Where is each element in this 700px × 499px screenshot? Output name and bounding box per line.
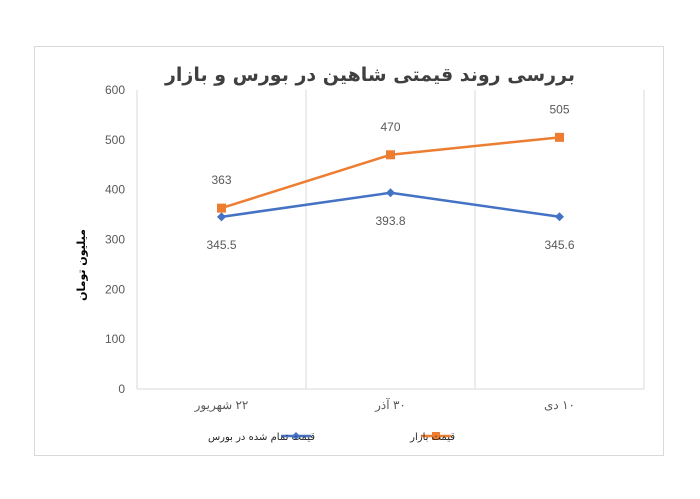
y-tick-label: 600 xyxy=(105,83,125,97)
data-label: 470 xyxy=(380,120,400,134)
legend-marker xyxy=(432,432,440,440)
chart-frame: بررسی روند قیمتی شاهین در بورس و بازار 0… xyxy=(34,46,664,456)
x-tick-label: ۱۰ دی xyxy=(544,398,575,412)
y-tick-label: 100 xyxy=(105,332,125,346)
data-point xyxy=(386,150,395,160)
data-point xyxy=(386,188,395,198)
y-axis-label: میلیون تومان xyxy=(75,229,88,301)
data-point xyxy=(555,132,564,142)
y-tick-label: 300 xyxy=(105,233,125,247)
y-tick-label: 0 xyxy=(118,382,125,396)
legend-label: قیمت تمام شده در بورس xyxy=(208,432,315,443)
x-tick-label: ۲۲ شهریور xyxy=(194,398,249,412)
data-point xyxy=(217,212,226,222)
legend-item-1: قیمت تمام شده در بورس xyxy=(208,432,315,443)
series-line xyxy=(220,136,561,210)
y-tick-label: 400 xyxy=(105,183,125,197)
chart-title: بررسی روند قیمتی شاهین در بورس و بازار xyxy=(164,64,575,86)
series-1: 345.5 393.8 345.6 xyxy=(206,188,575,252)
y-tick-label: 500 xyxy=(105,133,125,147)
legend-marker xyxy=(292,432,300,440)
series-layer: 345.5 393.8 345.6 363 470 505 xyxy=(206,102,574,251)
x-axis-ticks: ۲۲ شهریور ۳۰ آذر ۱۰ دی xyxy=(194,397,575,412)
series-2: 363 470 505 xyxy=(211,102,570,213)
y-axis-ticks: 0 100 200 300 400 500 600 xyxy=(105,83,125,396)
data-label: 505 xyxy=(549,102,569,116)
y-tick-label: 200 xyxy=(105,282,125,296)
x-tick-label: ۳۰ آذر xyxy=(374,397,406,412)
legend-label: قیمت بازار xyxy=(409,432,455,443)
data-point xyxy=(217,203,226,213)
line-chart: بررسی روند قیمتی شاهین در بورس و بازار 0… xyxy=(75,64,645,443)
legend-item-2: قیمت بازار xyxy=(409,432,455,443)
data-label: 363 xyxy=(211,173,231,187)
data-label: 345.6 xyxy=(544,238,574,252)
data-label: 345.5 xyxy=(206,238,236,252)
gridlines xyxy=(136,90,645,390)
data-label: 393.8 xyxy=(375,214,405,228)
legend: قیمت تمام شده در بورس قیمت بازار xyxy=(208,432,455,443)
data-point xyxy=(555,212,564,222)
